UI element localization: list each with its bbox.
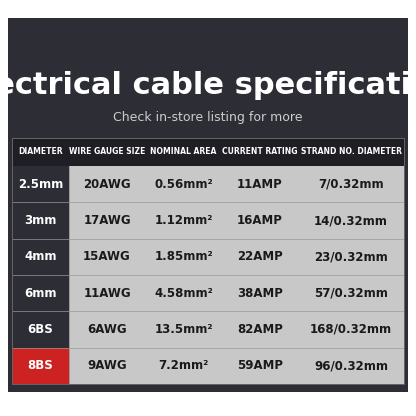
Text: 7.2mm²: 7.2mm² — [158, 359, 209, 372]
FancyBboxPatch shape — [12, 311, 69, 348]
Text: 1.12mm²: 1.12mm² — [154, 214, 213, 227]
Text: 16AMP: 16AMP — [237, 214, 283, 227]
Text: 11AMP: 11AMP — [237, 178, 283, 191]
Text: 168/0.32mm: 168/0.32mm — [310, 323, 392, 336]
Text: 6AWG: 6AWG — [87, 323, 127, 336]
FancyBboxPatch shape — [69, 166, 404, 202]
Text: 4mm: 4mm — [24, 250, 57, 263]
Text: Electrical cable specification: Electrical cable specification — [0, 70, 416, 99]
FancyBboxPatch shape — [12, 202, 69, 239]
Text: 96/0.32mm: 96/0.32mm — [314, 359, 388, 372]
Text: 9AWG: 9AWG — [87, 359, 127, 372]
FancyBboxPatch shape — [12, 138, 404, 166]
Text: NOMINAL AREA: NOMINAL AREA — [150, 148, 217, 156]
Text: 1.85mm²: 1.85mm² — [154, 250, 213, 263]
Text: 4.58mm²: 4.58mm² — [154, 287, 213, 300]
FancyBboxPatch shape — [12, 166, 69, 202]
Text: 23/0.32mm: 23/0.32mm — [314, 250, 388, 263]
Text: 6mm: 6mm — [24, 287, 57, 300]
Text: 6BS: 6BS — [27, 323, 53, 336]
Text: 38AMP: 38AMP — [237, 287, 283, 300]
Text: 15AWG: 15AWG — [83, 250, 131, 263]
Text: 11AWG: 11AWG — [83, 287, 131, 300]
Text: 3mm: 3mm — [24, 214, 57, 227]
Text: 0.56mm²: 0.56mm² — [154, 178, 213, 191]
Text: 17AWG: 17AWG — [83, 214, 131, 227]
Text: 57/0.32mm: 57/0.32mm — [314, 287, 388, 300]
Text: 2.5mm: 2.5mm — [18, 178, 63, 191]
Text: WIRE GAUGE SIZE: WIRE GAUGE SIZE — [69, 148, 145, 156]
FancyBboxPatch shape — [69, 275, 404, 311]
FancyBboxPatch shape — [12, 239, 69, 275]
Text: Check in-store listing for more: Check in-store listing for more — [113, 111, 303, 124]
FancyBboxPatch shape — [69, 348, 404, 384]
FancyBboxPatch shape — [69, 239, 404, 275]
FancyBboxPatch shape — [12, 275, 69, 311]
Text: STRAND NO. DIAMETER: STRAND NO. DIAMETER — [301, 148, 401, 156]
Text: DIAMETER: DIAMETER — [18, 148, 63, 156]
Text: 8BS: 8BS — [27, 359, 53, 372]
Text: 7/0.32mm: 7/0.32mm — [318, 178, 384, 191]
Text: 22AMP: 22AMP — [237, 250, 283, 263]
Text: 82AMP: 82AMP — [237, 323, 283, 336]
Text: 14/0.32mm: 14/0.32mm — [314, 214, 388, 227]
Text: 59AMP: 59AMP — [237, 359, 283, 372]
Text: 20AWG: 20AWG — [83, 178, 131, 191]
Text: CURRENT RATING: CURRENT RATING — [222, 148, 298, 156]
Text: 13.5mm²: 13.5mm² — [154, 323, 213, 336]
FancyBboxPatch shape — [12, 348, 69, 384]
FancyBboxPatch shape — [8, 18, 408, 392]
FancyBboxPatch shape — [69, 202, 404, 239]
FancyBboxPatch shape — [69, 311, 404, 348]
